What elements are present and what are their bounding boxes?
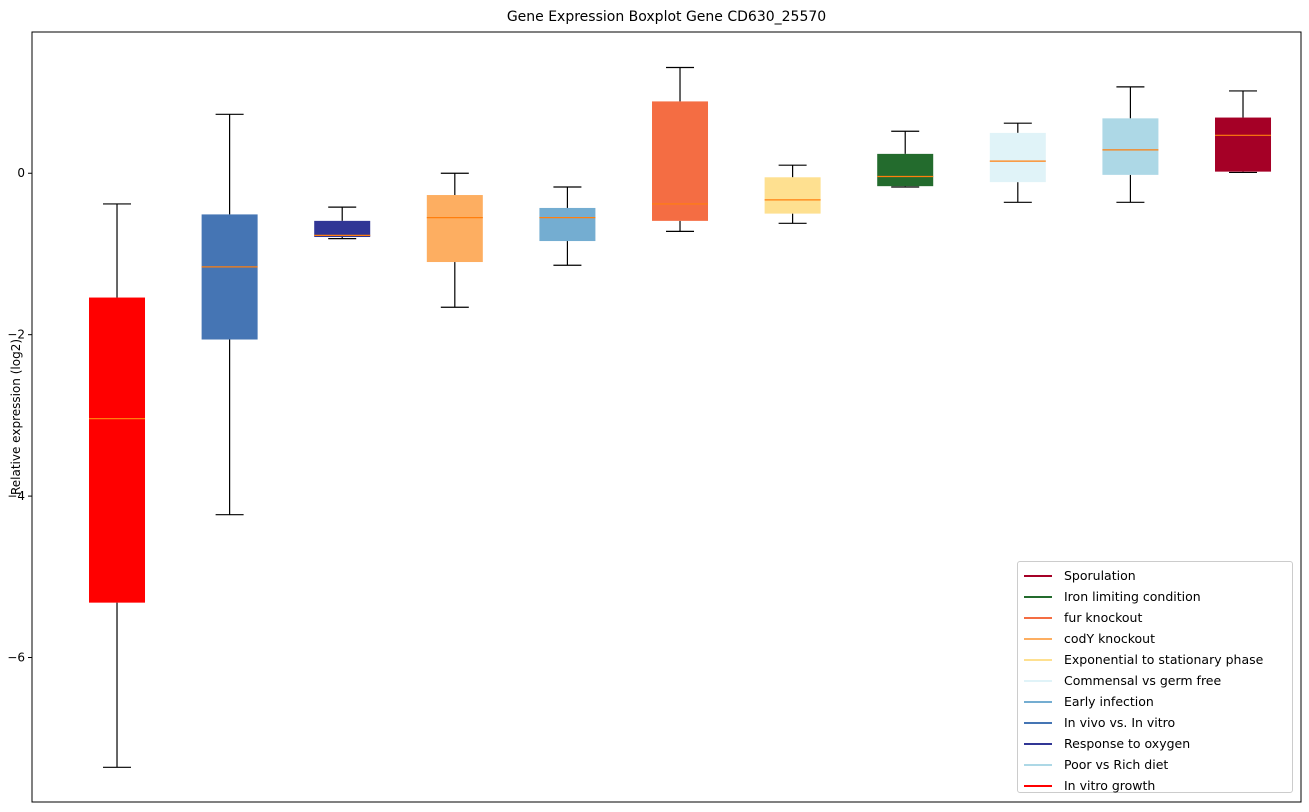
box-1 bbox=[89, 297, 146, 603]
legend-swatch bbox=[1024, 574, 1052, 577]
legend-swatch bbox=[1024, 637, 1052, 640]
legend-label: Early infection bbox=[1064, 694, 1154, 709]
legend-item: Commensal vs germ free bbox=[1024, 670, 1286, 691]
legend-swatch bbox=[1024, 763, 1052, 766]
legend-item: codY knockout bbox=[1024, 628, 1286, 649]
legend-label: In vitro growth bbox=[1064, 778, 1156, 793]
y-tick-label: 0 bbox=[17, 166, 25, 180]
legend: Sporulation Iron limiting condition fur kn… bbox=[1017, 561, 1293, 793]
y-tick-label: −2 bbox=[7, 328, 25, 342]
box-2 bbox=[201, 214, 258, 340]
legend-item: In vitro growth bbox=[1024, 775, 1286, 796]
legend-label: fur knockout bbox=[1064, 610, 1143, 625]
legend-label: Exponential to stationary phase bbox=[1064, 652, 1264, 667]
legend-item: Poor vs Rich diet bbox=[1024, 754, 1286, 775]
legend-label: In vivo vs. In vitro bbox=[1064, 715, 1176, 730]
box-4 bbox=[426, 195, 483, 263]
box-7 bbox=[764, 177, 821, 214]
chart-title: Gene Expression Boxplot Gene CD630_25570 bbox=[506, 9, 827, 25]
legend-label: Commensal vs germ free bbox=[1064, 673, 1222, 688]
box-11 bbox=[1215, 117, 1272, 172]
legend-item: In vivo vs. In vitro bbox=[1024, 712, 1286, 733]
legend-item: Response to oxygen bbox=[1024, 733, 1286, 754]
legend-label: codY knockout bbox=[1064, 631, 1156, 646]
box-5 bbox=[539, 207, 596, 242]
legend-swatch bbox=[1024, 658, 1052, 661]
box-9 bbox=[989, 132, 1046, 183]
legend-label: Sporulation bbox=[1064, 568, 1136, 583]
legend-swatch bbox=[1024, 784, 1052, 787]
box-10 bbox=[1102, 118, 1159, 175]
legend-item: Exponential to stationary phase bbox=[1024, 649, 1286, 670]
legend-label: Iron limiting condition bbox=[1064, 589, 1201, 604]
y-tick-label: −6 bbox=[7, 651, 25, 665]
legend-swatch bbox=[1024, 595, 1052, 598]
legend-label: Poor vs Rich diet bbox=[1064, 757, 1169, 772]
legend-swatch bbox=[1024, 700, 1052, 703]
box-3 bbox=[314, 220, 371, 238]
legend-item: Early infection bbox=[1024, 691, 1286, 712]
legend-swatch bbox=[1024, 742, 1052, 745]
legend-swatch bbox=[1024, 721, 1052, 724]
legend-item: Sporulation bbox=[1024, 565, 1286, 586]
legend-swatch bbox=[1024, 616, 1052, 619]
legend-swatch bbox=[1024, 679, 1052, 682]
y-tick-label: −4 bbox=[7, 489, 25, 503]
box-8 bbox=[877, 153, 934, 187]
legend-item: Iron limiting condition bbox=[1024, 586, 1286, 607]
legend-item: fur knockout bbox=[1024, 607, 1286, 628]
box-6 bbox=[652, 101, 709, 221]
plot-frame bbox=[31, 31, 1302, 803]
legend-label: Response to oxygen bbox=[1064, 736, 1191, 751]
